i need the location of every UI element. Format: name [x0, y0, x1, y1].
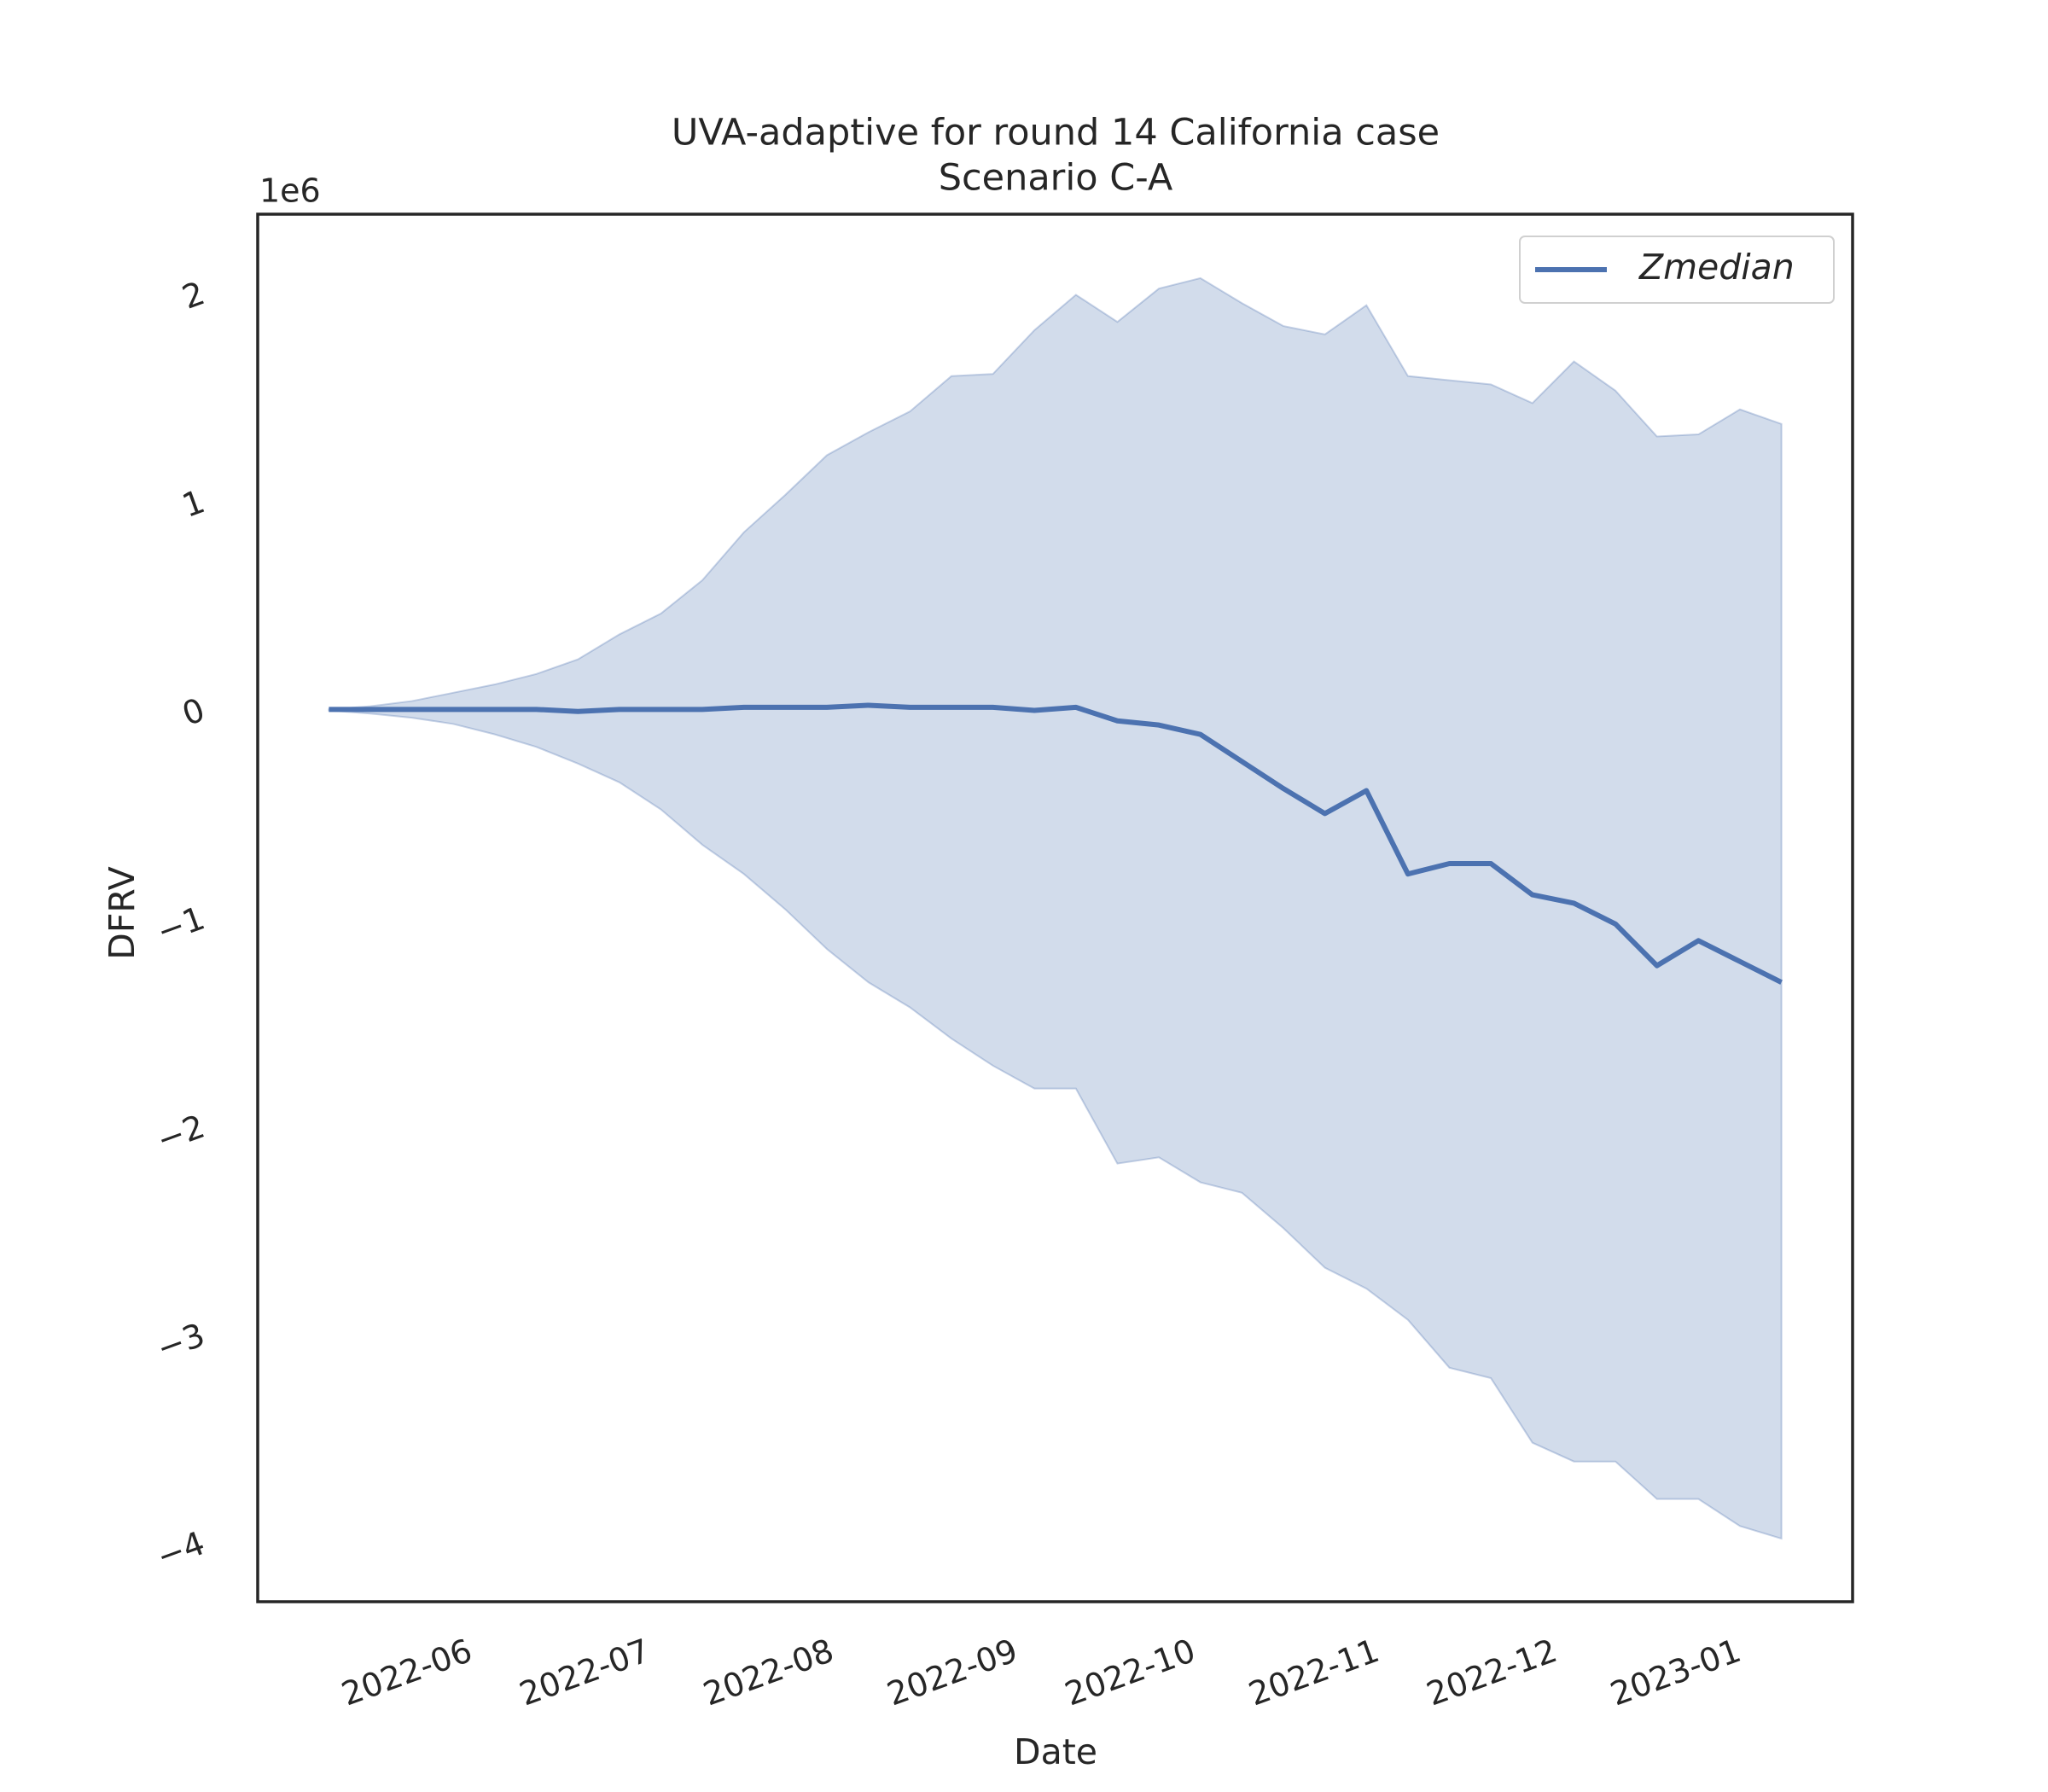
y-tick-label: −1: [152, 899, 210, 951]
legend-label: Zmedian: [1638, 247, 1795, 288]
y-tick-label: −2: [152, 1108, 210, 1160]
y-tick-label: 0: [177, 690, 210, 733]
x-tick-label: 2022-10: [1060, 1632, 1200, 1713]
band-area: [328, 276, 1783, 1540]
x-axis-label: Date: [1014, 1731, 1097, 1772]
y-tick-label: −4: [152, 1524, 210, 1576]
x-tick-label: 2022-09: [882, 1632, 1022, 1713]
series-line: [329, 702, 1783, 985]
x-tick-label: 2022-06: [337, 1632, 477, 1713]
plot-frame: [256, 212, 1854, 1603]
y-tick-label: 1: [177, 482, 210, 525]
chart-title: UVA-adaptive for round 14 California cas…: [672, 112, 1440, 154]
x-tick-label: 2022-07: [515, 1632, 655, 1713]
y-offset-label: 1e6: [259, 172, 321, 210]
x-tick-label: 2022-08: [698, 1632, 838, 1713]
x-tick-label: 2022-12: [1422, 1632, 1562, 1713]
x-tick-label: 2023-01: [1605, 1632, 1745, 1713]
y-axis-label: DFRV: [102, 866, 143, 959]
x-tick-label: 2022-11: [1244, 1632, 1384, 1713]
chart-subtitle: Scenario C-A: [939, 157, 1173, 200]
legend-box: [1519, 236, 1835, 304]
y-tick-label: −3: [152, 1316, 210, 1368]
y-tick-label: 2: [177, 274, 210, 317]
